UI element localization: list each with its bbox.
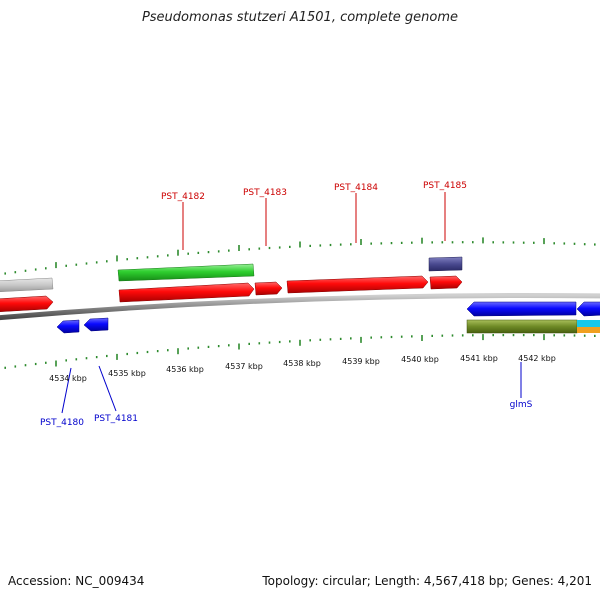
gene-arrow-red-pst4183 — [254, 281, 283, 296]
gene-arrow-blue-pst4181 — [83, 317, 109, 332]
gene-feature-green — [117, 263, 255, 282]
axis-label: 4534 kbp — [49, 374, 87, 383]
gene-arrow-red-1 — [0, 295, 54, 312]
reverse-leader-lines — [61, 362, 522, 414]
gene-feature-cyan — [577, 320, 600, 327]
forward-leader-lines — [182, 192, 446, 250]
gene-label-pst4184: PST_4184 — [334, 183, 378, 193]
genome-backbone — [0, 292, 600, 321]
gene-label-glms: glmS — [510, 400, 533, 410]
gene-arrow-red-pst4185 — [429, 275, 463, 290]
axis-label: 4535 kbp — [108, 369, 146, 378]
gene-arrow-blue-pst4180 — [56, 319, 80, 334]
axis-label: 4540 kbp — [401, 355, 439, 364]
axis-label: 4541 kbp — [460, 354, 498, 363]
gene-feature-orange — [577, 327, 600, 333]
upper-tick-track — [4, 237, 596, 275]
gene-arrow-blue-glms — [466, 301, 577, 317]
lower-tick-track — [4, 334, 596, 369]
gene-label-pst4183: PST_4183 — [243, 188, 287, 198]
accession-text: Accession: NC_009434 — [8, 574, 145, 588]
axis-label: 4542 kbp — [518, 354, 556, 363]
gene-arrow-blue-right — [576, 301, 600, 317]
gene-label-pst4182: PST_4182 — [161, 192, 205, 202]
gene-arrow-red-pst4184 — [286, 275, 429, 294]
gene-label-pst4180: PST_4180 — [40, 418, 84, 428]
genome-summary-text: Topology: circular; Length: 4,567,418 bp… — [262, 574, 592, 588]
axis-label: 4536 kbp — [166, 365, 204, 374]
map-title: Pseudomonas stutzeri A1501, complete gen… — [141, 10, 459, 25]
gene-arrow-red-pst4182 — [118, 282, 255, 303]
gene-feature-gray — [0, 277, 54, 292]
leader-pst4181 — [98, 365, 117, 412]
axis-label: 4539 kbp — [342, 357, 380, 366]
gene-label-pst4181: PST_4181 — [94, 414, 138, 424]
gene-feature-navy — [428, 256, 463, 272]
gene-feature-olive — [466, 319, 578, 334]
gene-label-pst4185: PST_4185 — [423, 181, 467, 191]
axis-label: 4538 kbp — [283, 359, 321, 368]
leader-pst4180 — [61, 367, 72, 414]
axis-label: 4537 kbp — [225, 362, 263, 371]
